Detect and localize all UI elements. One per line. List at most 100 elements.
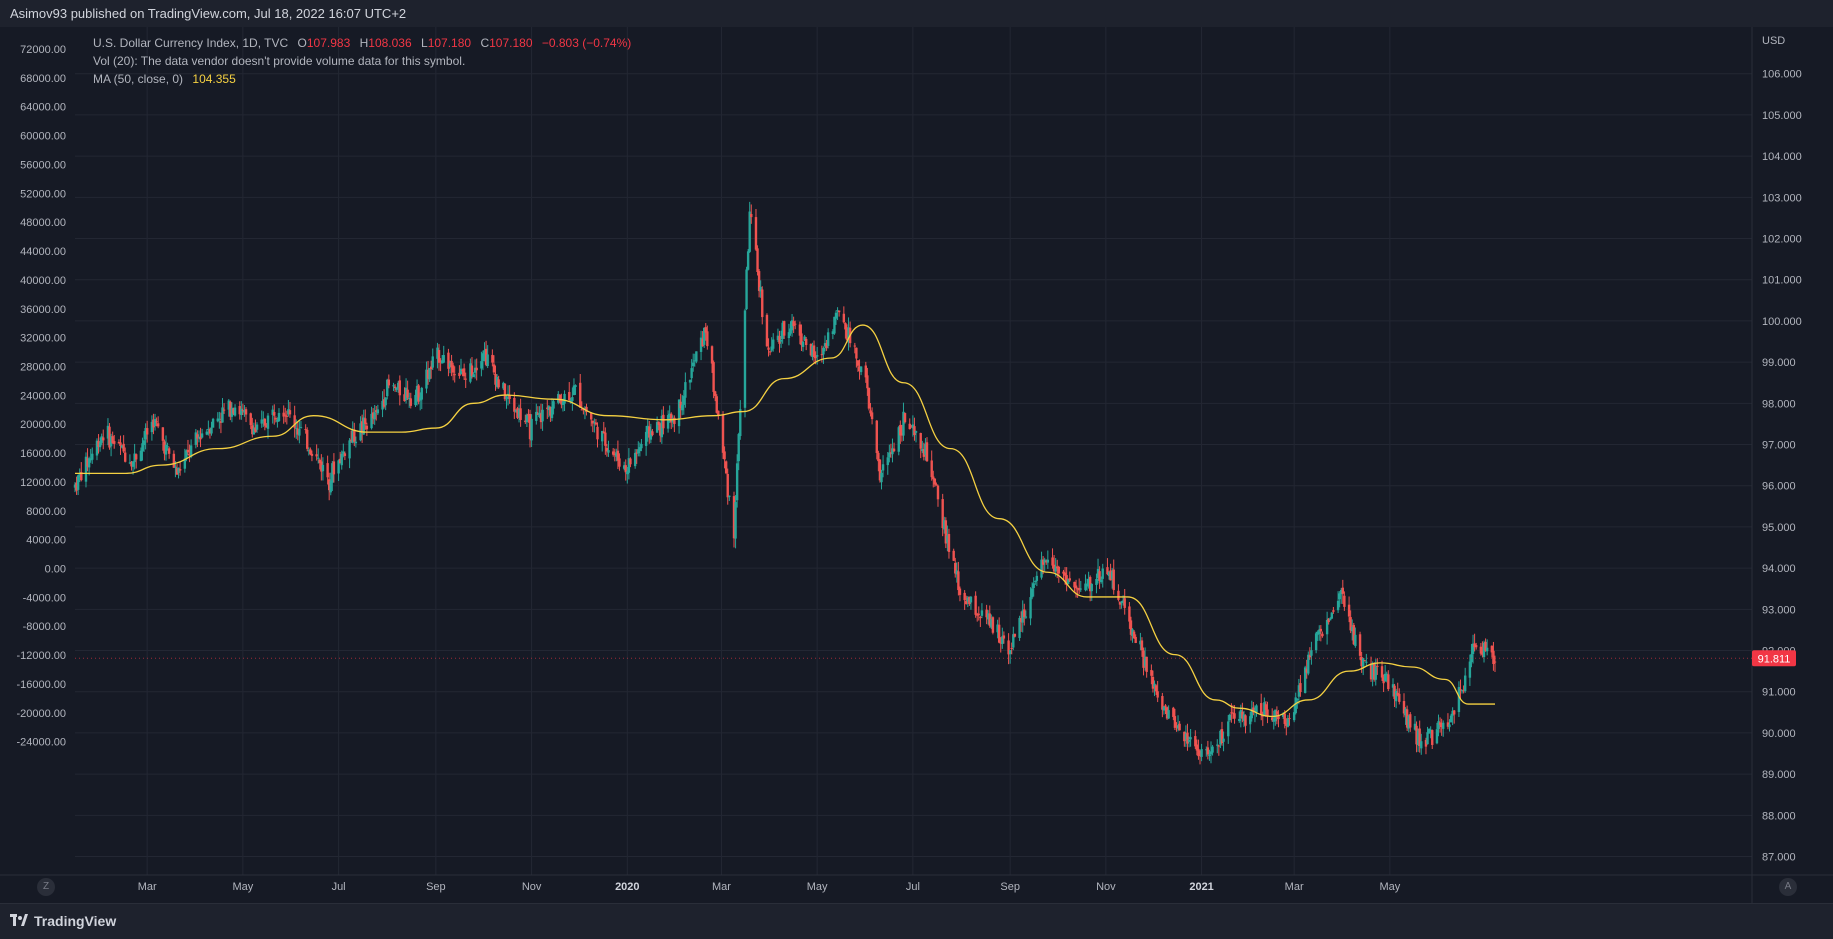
candle-body	[1427, 728, 1431, 734]
candle-body	[1021, 610, 1024, 623]
candle-body	[574, 385, 577, 388]
candle-body	[1468, 661, 1472, 678]
candle-body	[174, 466, 177, 468]
left-tick-label: 48000.00	[20, 217, 66, 229]
candle-body	[484, 348, 488, 365]
candle-body	[525, 414, 529, 423]
candle-body	[76, 475, 80, 490]
candle-body	[1347, 604, 1351, 617]
left-tick-label: 16000.00	[20, 448, 66, 460]
candle-body	[1187, 740, 1191, 742]
candle-body	[473, 367, 477, 373]
candle-body	[692, 362, 695, 367]
candle-body	[139, 450, 143, 462]
candle-body	[343, 453, 347, 456]
candle-body	[826, 332, 830, 346]
candle-body	[1099, 579, 1103, 583]
candle-body	[844, 322, 847, 330]
candle-body	[513, 397, 516, 412]
candle-body	[1217, 745, 1221, 747]
candle-body	[1383, 673, 1387, 681]
candle-body	[684, 382, 687, 398]
z-button[interactable]: Z	[37, 878, 55, 896]
candle-body	[682, 396, 685, 405]
candle-body	[1297, 685, 1301, 697]
candle-body	[448, 363, 452, 368]
candle-body	[732, 496, 736, 539]
candle-body	[331, 463, 334, 483]
candle-body	[241, 409, 245, 411]
right-tick-label: 105.000	[1762, 110, 1802, 122]
candle-body	[640, 444, 643, 449]
candle-body	[437, 350, 441, 363]
candle-body	[365, 425, 369, 430]
candle-body	[1153, 683, 1156, 687]
candle-body	[1110, 571, 1114, 579]
candle-body	[218, 418, 221, 420]
candle-body	[1349, 617, 1352, 631]
right-tick-label: 88.000	[1762, 810, 1796, 822]
candle-body	[472, 374, 475, 378]
candle-body	[947, 534, 951, 552]
candle-body	[673, 417, 676, 424]
candle-body	[1376, 665, 1379, 667]
candle-body	[924, 443, 927, 456]
candle-body	[1200, 749, 1203, 757]
right-axis: 106.000 105.000 104.000 103.000 102.000 101.0…	[1762, 69, 1802, 864]
time-tick-label: Sep	[426, 881, 446, 893]
candle-body	[837, 310, 841, 313]
candle-body	[856, 360, 860, 366]
candle-body	[690, 368, 693, 379]
time-tick-label: Sep	[1000, 881, 1020, 893]
candle-body	[1255, 705, 1258, 713]
chart-area[interactable]: 72000.00 68000.00 64000.00 60000.00 56000.00…	[0, 27, 1833, 903]
candle-body	[1024, 616, 1028, 618]
candle-body	[604, 432, 607, 446]
candle-body	[888, 452, 891, 458]
candle-body	[886, 457, 889, 466]
candle-body	[746, 251, 750, 270]
candle-body	[155, 421, 158, 423]
candle-body	[779, 339, 783, 342]
candle-body	[1198, 754, 1202, 756]
candle-body	[1382, 677, 1385, 684]
a-button[interactable]: A	[1779, 878, 1797, 896]
candle-body	[814, 355, 817, 359]
candle-body	[847, 327, 850, 342]
candle-body	[855, 347, 858, 359]
candle-body	[1184, 733, 1188, 740]
candle-body	[309, 449, 312, 455]
candle-body	[84, 456, 88, 482]
candle-body	[153, 419, 157, 426]
candle-body	[163, 441, 166, 454]
candle-body	[1164, 705, 1167, 707]
candle-body	[1394, 691, 1398, 702]
right-tick-label: 93.000	[1762, 604, 1796, 616]
low-value: 107.180	[427, 36, 472, 50]
candle-body	[877, 452, 880, 462]
candle-body	[648, 426, 651, 438]
candle-body	[602, 431, 605, 434]
candle-body	[470, 365, 474, 377]
candle-body	[1032, 583, 1035, 588]
candle-body	[999, 642, 1002, 644]
candle-body	[679, 401, 682, 409]
candle-body	[453, 374, 456, 376]
candle-body	[440, 360, 444, 364]
candle-body	[721, 414, 725, 453]
candle-body	[208, 429, 212, 434]
candle-body	[1143, 656, 1147, 667]
candle-body	[491, 354, 494, 363]
candle-body	[227, 400, 230, 410]
candle-body	[1129, 620, 1133, 635]
candle-body	[1101, 568, 1104, 579]
candle-body	[1424, 739, 1428, 747]
low-label: L	[421, 36, 428, 50]
candlestick-chart[interactable]: 72000.00 68000.00 64000.00 60000.00 56000.00…	[0, 27, 1833, 903]
candle-body	[1023, 609, 1026, 618]
left-tick-label: 32000.00	[20, 333, 66, 345]
candle-body	[646, 425, 649, 434]
candle-body	[859, 366, 863, 373]
candle-body	[616, 450, 620, 461]
candle-body	[864, 365, 868, 378]
